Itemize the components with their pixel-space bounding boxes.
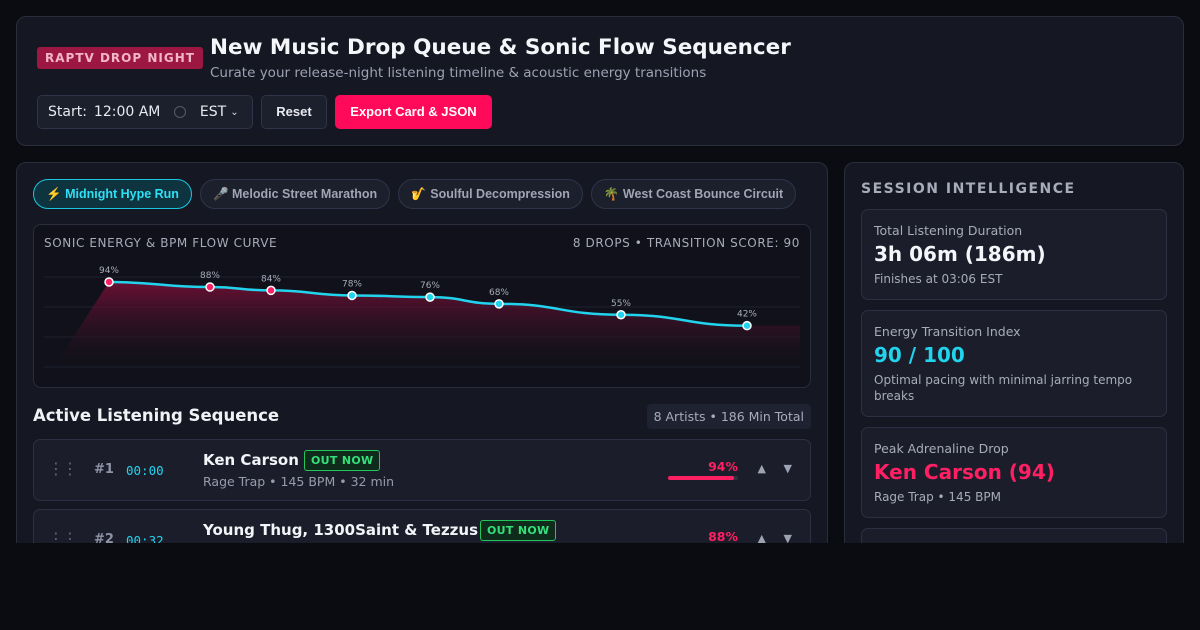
move-up-icon[interactable]: ▲	[757, 532, 766, 543]
row-artist: Young Thug, 1300Saint & Tezzus	[203, 521, 479, 539]
lightning-icon: ⚡	[46, 187, 62, 201]
chart-point[interactable]	[742, 320, 752, 331]
stat-label: Peak Adrenaline Drop	[874, 441, 1009, 456]
chart-data-label: 78%	[342, 279, 362, 289]
energy-percent: 94%	[708, 459, 738, 474]
drag-handle-icon[interactable]: ⋮⋮	[48, 459, 78, 478]
status-badge: OUT NOW	[480, 520, 557, 541]
chart-point[interactable]	[616, 310, 626, 320]
timezone-select[interactable]: EST	[199, 104, 227, 120]
row-start-time: 00:00	[126, 463, 164, 478]
move-down-icon[interactable]: ▼	[783, 462, 792, 475]
start-label: Start:	[48, 104, 87, 120]
export-button[interactable]: Export Card & JSON	[335, 95, 492, 129]
energy-percent: 88%	[708, 529, 738, 543]
chart-point[interactable]	[347, 290, 357, 301]
chart-data-label: 68%	[489, 288, 509, 298]
chart-point[interactable]	[494, 299, 504, 309]
microphone-icon: 🎤	[212, 187, 229, 201]
palm-tree-icon: 🌴	[603, 187, 620, 201]
chart-data-label: 88%	[200, 271, 220, 281]
sequence-row[interactable]: ⋮⋮ #1 00:00 Ken Carson OUT NOW Rage Trap…	[33, 439, 811, 501]
tab-label: Melodic Street Marathon	[232, 187, 378, 201]
tab-label: West Coast Bounce Circuit	[622, 187, 784, 201]
saxophone-icon: 🎷	[411, 187, 427, 201]
sequence-summary-badge: 8 Artists • 186 Min Total	[646, 404, 811, 429]
preset-tabs: ⚡ Midnight Hype Run 🎤 Melodic Street Mar…	[33, 179, 804, 209]
tab-label: Midnight Hype Run	[65, 187, 179, 201]
tab-west-coast-bounce-circuit[interactable]: 🌴 West Coast Bounce Circuit	[590, 179, 797, 209]
reset-button[interactable]: Reset	[261, 95, 327, 129]
status-badge: OUT NOW	[304, 450, 381, 471]
chart-point[interactable]	[205, 282, 215, 292]
stat-card	[861, 528, 1167, 543]
sequencer-panel: ⚡ Midnight Hype Run 🎤 Melodic Street Mar…	[16, 162, 828, 543]
move-up-icon[interactable]: ▲	[757, 462, 766, 475]
chevron-down-icon[interactable]: ⌄	[230, 106, 239, 118]
stat-peak-drop: Peak Adrenaline Drop Ken Carson (94) Rag…	[861, 427, 1167, 518]
chart-data-label: 42%	[737, 310, 757, 320]
row-start-time: 00:32	[126, 533, 164, 543]
stat-sub: Optimal pacing with minimal jarring temp…	[874, 373, 1133, 403]
page-subtitle: Curate your release-night listening time…	[210, 65, 707, 81]
sequence-title: Active Listening Sequence	[33, 406, 280, 425]
chart-title: SONIC ENERGY & BPM FLOW CURVE	[44, 236, 278, 250]
energy-bar-fill	[668, 476, 734, 480]
energy-chart-card: 94% 88% 84% 78% 76% 68% 55% 42% SONIC ENERGY & …	[33, 224, 811, 388]
chart-point[interactable]	[425, 292, 435, 302]
brand-badge: RAPTV DROP NIGHT	[37, 47, 203, 69]
chart-data-label: 94%	[99, 266, 119, 276]
sequence-row[interactable]: ⋮⋮ #2 00:32 Young Thug, 1300Saint & Tezz…	[33, 509, 811, 543]
stat-label: Energy Transition Index	[874, 324, 1021, 339]
stat-value: 90 / 100	[874, 343, 965, 367]
start-time-input[interactable]: 12:00 AM	[93, 104, 161, 120]
app-viewport: RAPTV DROP NIGHT New Music Drop Queue & …	[16, 16, 1184, 543]
stat-sub: Finishes at 03:06 EST	[874, 272, 1003, 286]
tab-melodic-street-marathon[interactable]: 🎤 Melodic Street Marathon	[199, 179, 391, 209]
drag-handle-icon[interactable]: ⋮⋮	[48, 529, 78, 543]
chart-data-label: 55%	[611, 299, 631, 309]
chart-meta: 8 DROPS • TRANSITION SCORE: 90	[572, 236, 800, 250]
sidebar-title: SESSION INTELLIGENCE	[861, 181, 1076, 197]
move-down-icon[interactable]: ▼	[783, 532, 792, 543]
energy-area	[54, 282, 800, 367]
energy-chart: 94% 88% 84% 78% 76% 68% 55% 42%	[44, 266, 800, 368]
row-meta: Rage Trap • 145 BPM • 32 min	[203, 474, 395, 489]
clock-icon[interactable]	[173, 106, 186, 118]
stat-value: Ken Carson (94)	[874, 460, 1055, 484]
stat-value: 3h 06m (186m)	[874, 242, 1046, 266]
chart-data-label: 84%	[261, 274, 281, 284]
tab-label: Soulful Decompression	[430, 187, 570, 201]
row-artist: Ken Carson	[203, 451, 299, 469]
stat-energy-transition: Energy Transition Index 90 / 100 Optimal…	[861, 310, 1167, 417]
page-title: New Music Drop Queue & Sonic Flow Sequen…	[210, 35, 791, 60]
stat-sub: Rage Trap • 145 BPM	[874, 490, 1001, 504]
tab-midnight-hype-run[interactable]: ⚡ Midnight Hype Run	[33, 179, 192, 209]
start-time-picker[interactable]: Start: 12:00 AM EST ⌄	[37, 95, 253, 129]
chart-data-label: 76%	[420, 281, 440, 291]
tab-soulful-decompression[interactable]: 🎷 Soulful Decompression	[398, 179, 583, 209]
session-intelligence-panel: SESSION INTELLIGENCE Total Listening Dur…	[844, 162, 1184, 543]
energy-bar	[668, 476, 738, 480]
stat-total-duration: Total Listening Duration 3h 06m (186m) F…	[861, 209, 1167, 300]
row-rank: #1	[94, 462, 114, 477]
header-panel: RAPTV DROP NIGHT New Music Drop Queue & …	[16, 16, 1184, 146]
stat-label: Total Listening Duration	[874, 223, 1023, 238]
chart-point[interactable]	[104, 277, 114, 287]
row-rank: #2	[94, 532, 114, 543]
chart-point[interactable]	[266, 285, 276, 296]
